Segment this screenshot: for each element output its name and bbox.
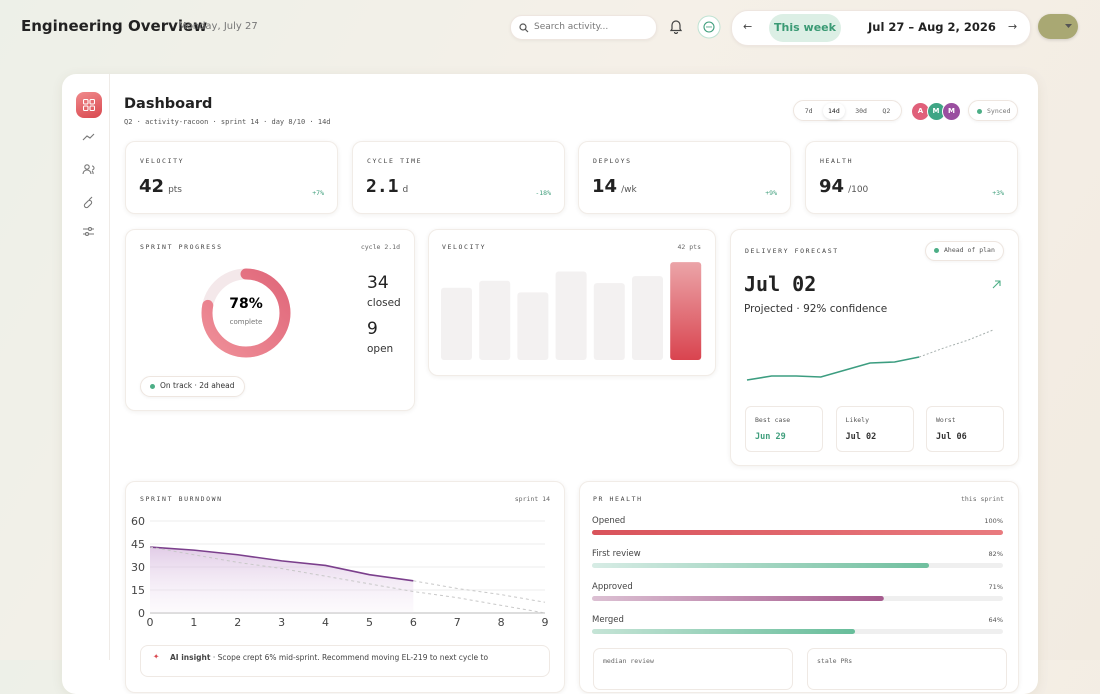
pr-stat: stale PRs (807, 648, 1007, 690)
sidebar-nav[interactable] (82, 131, 96, 243)
pr-health-card: PR HEALTH this sprint median review stale… (579, 481, 1019, 693)
insight-text: · Scope crept 6% mid-sprint. Recommend m… (212, 653, 489, 662)
notifications-button[interactable] (669, 19, 683, 34)
dashboard-subtitle: Q2 · activity-racoon · sprint 14 · day 8… (124, 118, 331, 126)
closed-label: closed (367, 297, 401, 309)
range-tab[interactable]: 7d (804, 106, 813, 115)
insight-icon: ✦ (153, 652, 160, 661)
insight-box: ✦ AI insight · Scope crept 6% mid-sprint… (140, 645, 550, 677)
sync-status: Synced (987, 107, 1011, 115)
kpi-unit: pts (168, 185, 182, 195)
kpi-delta: +9% (765, 189, 777, 197)
prev-period[interactable]: ← (743, 20, 753, 33)
forecast-subtitle: Projected · 92% confidence (744, 303, 888, 315)
page-date: Monday, July 27 (178, 21, 258, 32)
logo-icon (83, 99, 95, 111)
kpi-label: HEALTH (820, 157, 854, 165)
closed-count: 34 (367, 273, 389, 293)
range-tabs: 7d 14d 30d Q2 (793, 100, 902, 121)
card-label: VELOCITY (442, 243, 487, 251)
velocity-card: VELOCITY 42 pts (428, 229, 716, 376)
search-box[interactable]: Search activity... (510, 15, 657, 40)
scenario-date: Jul 06 (936, 432, 967, 442)
date-range: Jul 27 – Aug 2, 2026 (868, 20, 996, 34)
pr-stat: median review (593, 648, 793, 690)
kpi-card: CYCLE TIME 2.1 d -18% (352, 141, 565, 214)
kpi-delta: +7% (312, 189, 324, 197)
chat-button[interactable] (697, 15, 721, 39)
page-title: Engineering Overview (21, 17, 208, 35)
kpi-label: DEPLOYS (593, 157, 632, 165)
search-placeholder: Search activity... (534, 22, 609, 32)
badge: Ahead of plan (925, 241, 1004, 261)
open-icon[interactable] (992, 280, 1001, 289)
period-switcher: ← This week Jul 27 – Aug 2, 2026 → (731, 10, 1031, 46)
card-label: SPRINT BURNDOWN (140, 495, 223, 503)
range-tab[interactable]: 30d (855, 106, 867, 115)
open-label: open (367, 343, 394, 355)
search-icon (519, 23, 529, 33)
card-label: PR HEALTH (593, 495, 643, 503)
kpi-value-row: 42 pts (139, 176, 182, 197)
scenario-date: Jul 02 (845, 432, 877, 442)
card-label: SPRINT PROGRESS (140, 243, 223, 251)
sync-pill: Synced (968, 100, 1018, 121)
kpi-unit: /100 (848, 185, 869, 195)
app-logo[interactable] (76, 92, 102, 118)
range-tab[interactable]: 14d (823, 102, 845, 119)
scenario-box: Likely Jul 02 (835, 406, 914, 452)
kpi-value-row: 2.1 d (366, 176, 408, 197)
kpi-delta: +3% (992, 189, 1004, 197)
avatar: M (942, 102, 961, 121)
pr-stat-label: stale PRs (817, 657, 853, 665)
kpi-unit: /wk (621, 185, 637, 195)
card-label: DELIVERY FORECAST (745, 247, 839, 255)
open-count: 9 (367, 319, 378, 339)
next-period[interactable]: → (1008, 20, 1018, 33)
kpi-value: 94 (819, 176, 845, 197)
badge-text: Ahead of plan (944, 246, 995, 254)
card-meta: this sprint (960, 495, 1004, 503)
card-meta: cycle 2.1d (360, 243, 400, 251)
kpi-card: VELOCITY 42 pts +7% (125, 141, 338, 214)
status-pill: On track · 2d ahead (140, 376, 245, 397)
scenario-date: Jun 29 (755, 432, 786, 442)
scenario-box: Best case Jun 29 (745, 406, 823, 452)
scenario-label: Best case (755, 416, 791, 424)
kpi-card: HEALTH 94/100 +3% (805, 141, 1018, 214)
menu-caret (1065, 24, 1072, 28)
kpi-label: VELOCITY (140, 157, 185, 165)
card-meta: sprint 14 (514, 495, 550, 503)
scenario-box: Worst Jul 06 (926, 406, 1004, 452)
kpi-value: 14 (592, 176, 618, 197)
kpi-value-row: 94/100 (819, 176, 868, 197)
kpi-label: CYCLE TIME (367, 157, 423, 165)
kpi-delta: -18% (535, 189, 551, 197)
kpi-unit: d (402, 185, 409, 195)
insight-title: AI insight (170, 653, 211, 662)
card-meta: 42 pts (677, 243, 701, 251)
pr-stat-label: median review (603, 657, 654, 665)
burndown-card: SPRINT BURNDOWN sprint 14 ✦ AI insight ·… (125, 481, 565, 693)
sprint-progress-card: SPRINT PROGRESS cycle 2.1d 34 closed 9 o… (125, 229, 415, 411)
status-text: On track · 2d ahead (160, 381, 235, 390)
kpi-value-row: 14/wk (592, 176, 637, 197)
kpi-value: 2.1 (366, 176, 399, 197)
scenario-label: Likely (845, 416, 869, 424)
kpi-value: 42 (139, 176, 165, 197)
user-menu[interactable] (1038, 14, 1078, 39)
forecast-card: DELIVERY FORECAST Ahead of plan Jul 02 P… (730, 229, 1019, 466)
kpi-card: DEPLOYS 14/wk +9% (578, 141, 791, 214)
sidebar-divider (109, 74, 110, 660)
scenario-label: Worst (936, 416, 956, 424)
forecast-date: Jul 02 (744, 272, 817, 296)
period-button[interactable]: This week (769, 14, 841, 42)
range-tab[interactable]: Q2 (882, 106, 891, 115)
dashboard-title: Dashboard (124, 96, 213, 112)
